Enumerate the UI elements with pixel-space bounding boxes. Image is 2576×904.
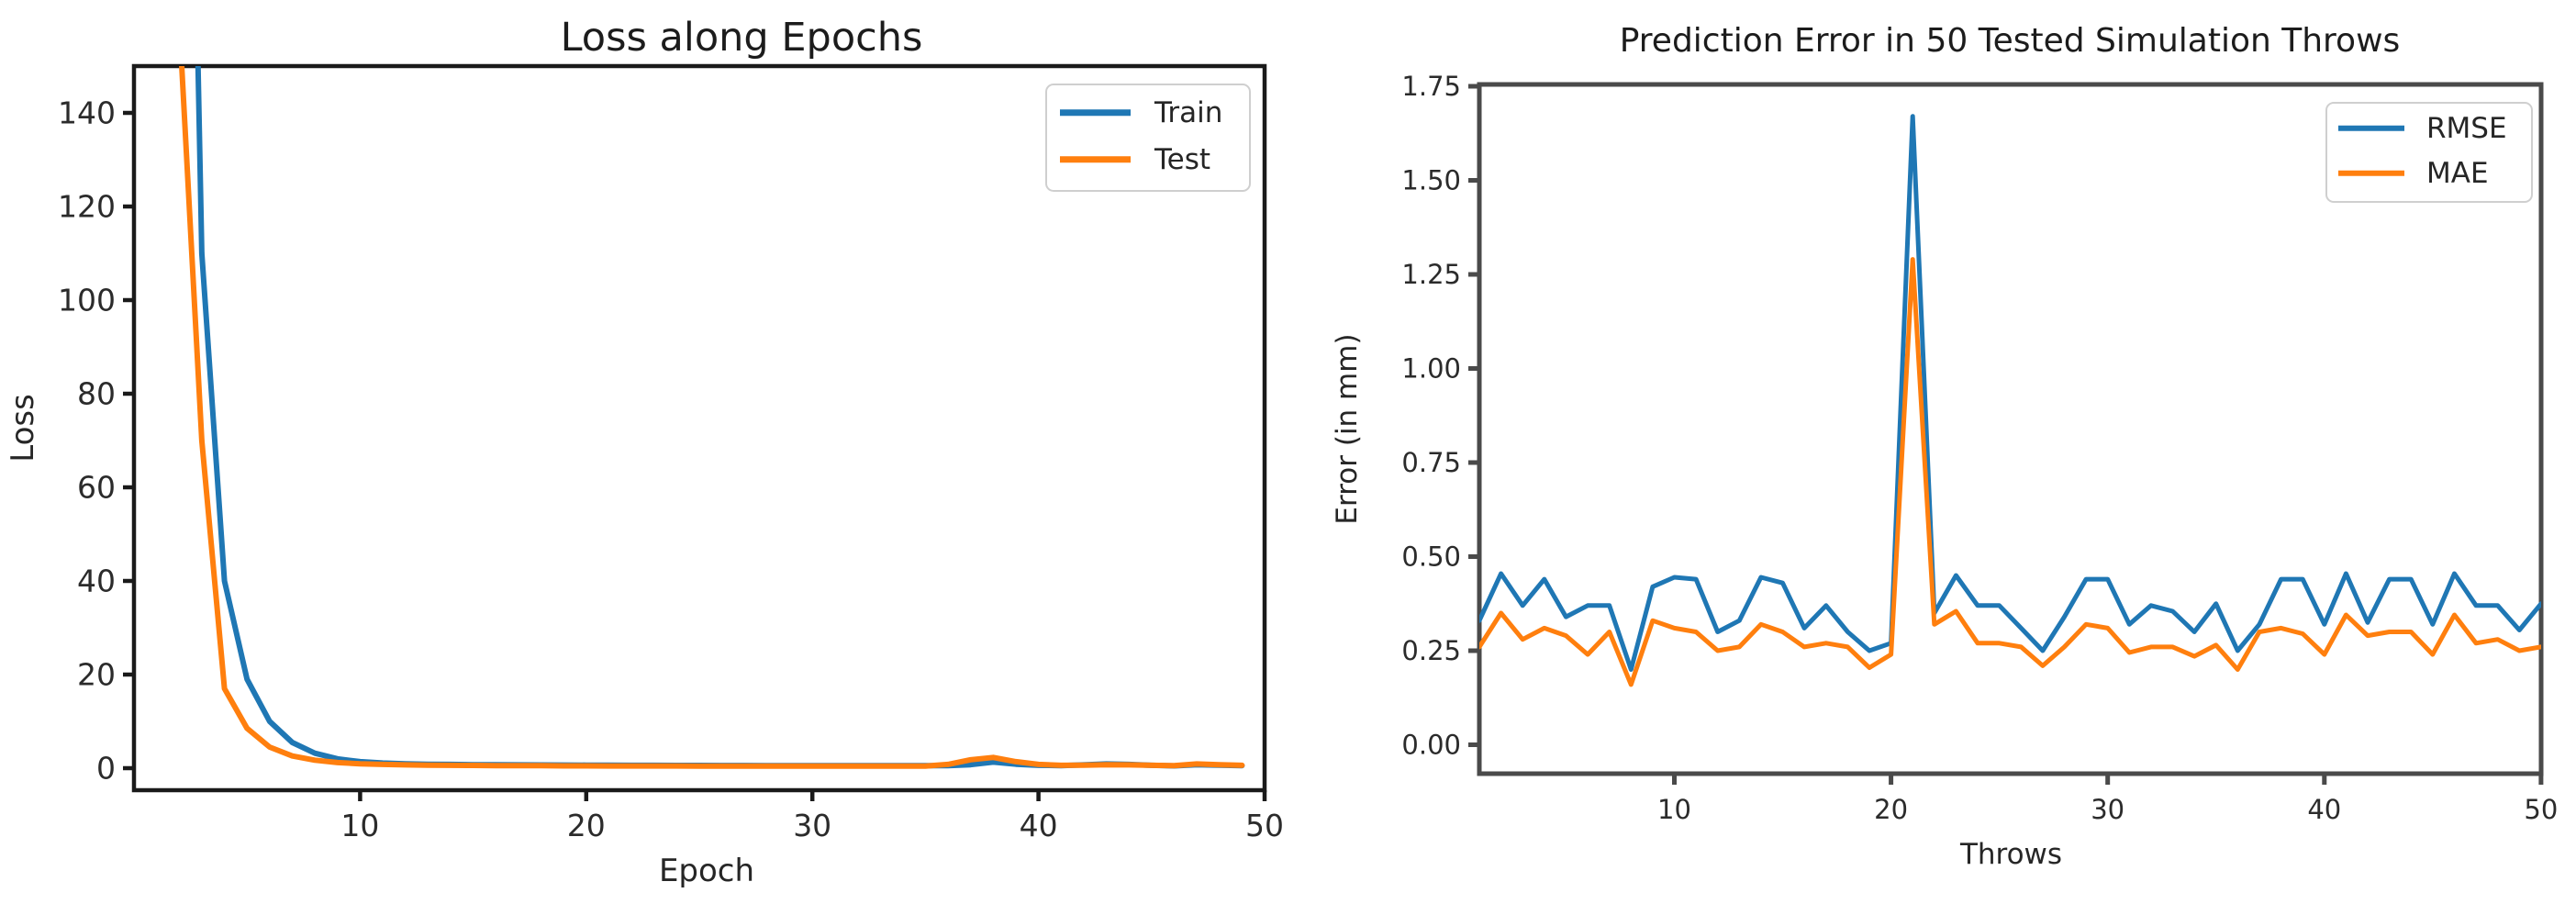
y-tick-label: 1.75 (1401, 71, 1461, 102)
test-line (179, 66, 1245, 769)
y-tick-label: 40 (77, 564, 116, 599)
error-chart: 0.00 0.25 0.50 0.75 1.00 1.25 1.50 1.75 10 20 30 40… (1331, 22, 2558, 871)
y-tick-label: 80 (77, 376, 116, 412)
x-tick-label: 30 (793, 808, 831, 843)
y-tick-label: 1.00 (1401, 353, 1461, 385)
y-tick-label: 1.25 (1401, 259, 1461, 290)
y-tick-label: 60 (77, 470, 116, 506)
x-tick-label: 30 (2091, 794, 2124, 825)
legend-label-train: Train (1154, 96, 1222, 129)
x-tick-label: 10 (1657, 794, 1691, 825)
x-tick-label: 20 (1874, 794, 1908, 825)
chart-title: Loss along Epochs (561, 15, 923, 61)
series-group (1479, 114, 2541, 687)
legend-label-rmse: RMSE (2426, 112, 2507, 145)
axes-frame (1477, 82, 2544, 776)
x-axis-label: Epoch (659, 853, 754, 889)
y-tick-label: 0.50 (1401, 541, 1461, 573)
y-axis-label: Loss (5, 394, 41, 463)
y-axis-label: Error (in mm) (1331, 333, 1364, 524)
legend-label-test: Test (1154, 143, 1210, 176)
x-tick-label: 40 (2307, 794, 2341, 825)
y-tick-label: 0.25 (1401, 635, 1461, 666)
x-tick-label: 50 (1245, 808, 1284, 843)
y-tick-label: 20 (77, 657, 116, 693)
x-axis-label: Throws (1959, 838, 2062, 871)
y-tick-label: 0.75 (1401, 447, 1461, 478)
legend-label-mae: MAE (2426, 157, 2489, 190)
mae-line (1479, 257, 2541, 687)
loss-chart-figure: 0 20 40 60 80 100 120 140 10 20 30 40 50 Loss along E… (0, 0, 1285, 900)
y-tick-label: 0 (96, 751, 116, 787)
y-tick-label: 0.00 (1401, 730, 1461, 761)
x-tick-label: 20 (567, 808, 606, 843)
y-tick-label: 100 (58, 283, 116, 318)
x-tick-label: 40 (1020, 808, 1058, 843)
series-group (179, 66, 1245, 769)
x-tick-label: 10 (340, 808, 379, 843)
loss-chart: 0 20 40 60 80 100 120 140 10 20 30 40 50 Loss along E… (5, 15, 1284, 889)
axes-frame (131, 63, 1267, 793)
y-tick-label: 120 (58, 189, 116, 225)
rmse-line (1479, 114, 2541, 672)
y-tick-label: 1.50 (1401, 165, 1461, 196)
x-tick-label: 50 (2524, 794, 2558, 825)
y-tick-label: 140 (58, 95, 116, 131)
error-chart-figure: 0.00 0.25 0.50 0.75 1.00 1.25 1.50 1.75 10 20 30 40… (1285, 0, 2576, 900)
chart-title: Prediction Error in 50 Tested Simulation… (1620, 22, 2401, 60)
